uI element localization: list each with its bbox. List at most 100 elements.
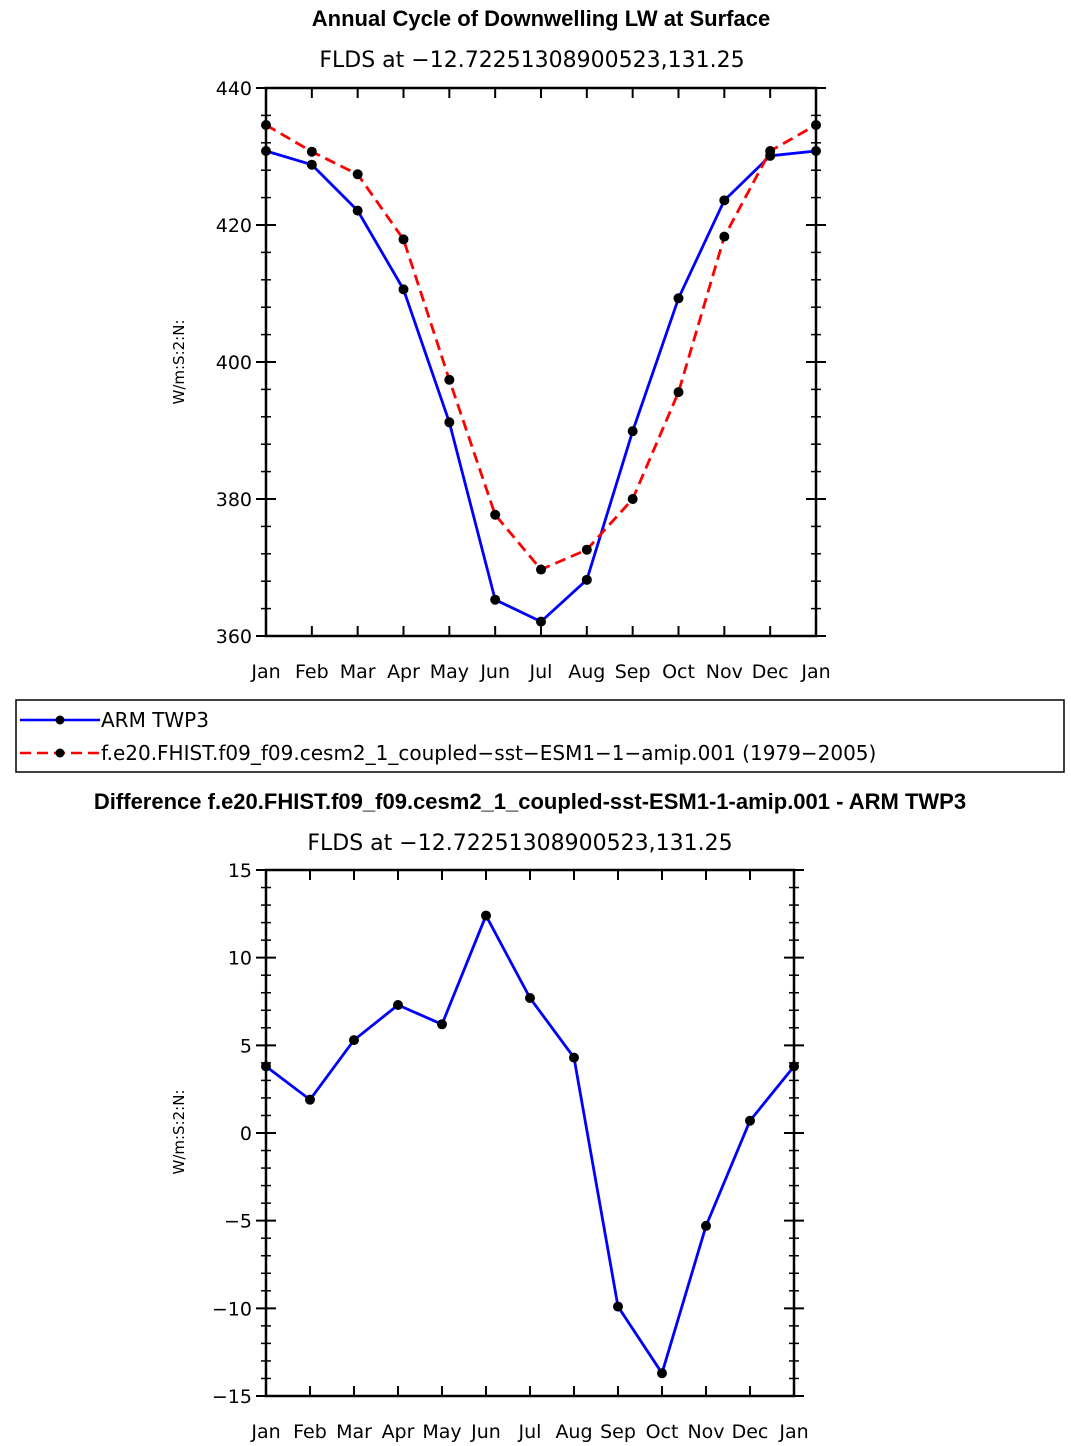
chart2-x-tick-label: Jan bbox=[778, 1421, 808, 1443]
chart2-y-tick-label: 10 bbox=[228, 948, 252, 970]
legend-marker-arm bbox=[55, 715, 65, 725]
chart1-x-tick-label: Jan bbox=[800, 661, 830, 683]
chart2-series-0-point bbox=[613, 1301, 623, 1312]
chart1-y-tick-label: 420 bbox=[216, 215, 252, 237]
chart2-x-tick-label: Aug bbox=[555, 1421, 592, 1443]
legend-label-model: f.e20.FHIST.f09_f09.cesm2_1_coupled−sst−… bbox=[101, 741, 876, 765]
chart2-series-0-point bbox=[393, 1000, 403, 1011]
chart2-x-tick-label: Jul bbox=[518, 1421, 542, 1443]
chart1-x-tick-label: Aug bbox=[568, 661, 605, 683]
chart1-series-0-point bbox=[811, 146, 821, 157]
chart1-series-0-point bbox=[581, 574, 592, 585]
legend-label-arm: ARM TWP3 bbox=[101, 708, 209, 732]
chart1-y-tick-label: 380 bbox=[216, 489, 252, 511]
chart1-x-tick-label: Sep bbox=[615, 661, 651, 683]
chart2-series-0-point bbox=[525, 992, 535, 1003]
chart2-y-tick-label: −10 bbox=[212, 1298, 252, 1320]
chart2-x-tick-label: Oct bbox=[646, 1421, 679, 1443]
chart2-y-tick-label: −15 bbox=[212, 1386, 252, 1408]
chart1-x-tick-label: May bbox=[430, 661, 469, 683]
chart1-series-0-point bbox=[306, 159, 317, 170]
chart2-ticks bbox=[256, 869, 804, 1397]
chart1-series-1-point bbox=[673, 387, 684, 398]
chart2-x-tick-label: Sep bbox=[600, 1421, 636, 1443]
chart2-series-0-point bbox=[745, 1115, 755, 1126]
chart1-y-tick-label: 360 bbox=[216, 626, 252, 648]
chart2-series-0-point bbox=[701, 1220, 711, 1231]
chart2-y-axis-label: W/m:S:2:N: bbox=[170, 1090, 188, 1175]
chart1-x-tick-label: Jun bbox=[479, 661, 510, 683]
chart2-y-tick-label: −5 bbox=[224, 1211, 252, 1233]
chart2-series-line-0 bbox=[265, 914, 796, 1375]
chart2-x-tick-label: Nov bbox=[687, 1421, 724, 1443]
chart2-series-0-point bbox=[789, 1061, 799, 1072]
chart1-x-tick-labels: Jan Feb Mar Apr May Jun Jul Aug Sep Oct Nov Dec Jan bbox=[250, 661, 830, 683]
chart1-ticks bbox=[256, 87, 826, 637]
chart2-x-tick-label: Apr bbox=[382, 1421, 415, 1443]
chart1-series-1-point bbox=[719, 231, 730, 242]
chart2-series-0-point bbox=[437, 1019, 447, 1030]
chart2-plot-frame bbox=[264, 868, 796, 1398]
chart1-series-1-point bbox=[490, 509, 501, 520]
legend-marker-model bbox=[55, 748, 65, 758]
chart1-series-1-point bbox=[536, 564, 546, 575]
chart2-series-0-point bbox=[349, 1035, 359, 1046]
chart1-subtitle: FLDS at −12.72251308900523,131.25 bbox=[319, 48, 744, 73]
chart2-title: Difference f.e20.FHIST.f09_f09.cesm2_1_c… bbox=[94, 789, 966, 814]
chart2-x-tick-label: Jun bbox=[470, 1421, 501, 1443]
legend-item-model: f.e20.FHIST.f09_f09.cesm2_1_coupled−sst−… bbox=[20, 741, 876, 765]
chart1-x-tick-label: Feb bbox=[295, 661, 329, 683]
chart1-y-tick-label: 440 bbox=[216, 78, 252, 100]
chart2-series-0-point bbox=[657, 1368, 667, 1379]
chart1-series bbox=[261, 119, 821, 627]
chart1-y-tick-labels: 360 380 400 420 440 bbox=[216, 78, 252, 648]
chart1-y-axis-label: W/m:S:2:N: bbox=[170, 320, 188, 405]
chart1-x-tick-label: Dec bbox=[752, 661, 789, 683]
chart1-series-1-point bbox=[581, 544, 592, 555]
chart2-x-tick-label: Dec bbox=[732, 1421, 769, 1443]
legend-box bbox=[15, 699, 1065, 773]
chart2-series-0-point bbox=[261, 1061, 271, 1072]
chart1-series-0-point bbox=[490, 594, 501, 605]
chart1-series-0-point bbox=[719, 195, 730, 206]
chart1-x-tick-label: Apr bbox=[387, 661, 420, 683]
chart1-x-tick-label: Jan bbox=[250, 661, 280, 683]
chart1-y-tick-label: 400 bbox=[216, 352, 252, 374]
chart1-series-0-point bbox=[261, 146, 271, 157]
chart1-series-0-point bbox=[398, 284, 409, 295]
chart2-x-tick-label: Mar bbox=[336, 1421, 372, 1443]
chart2-x-tick-label: May bbox=[422, 1421, 461, 1443]
chart2-x-tick-label: Feb bbox=[293, 1421, 327, 1443]
chart2-y-tick-label: 5 bbox=[240, 1035, 252, 1057]
chart1-series-0-point bbox=[627, 426, 638, 437]
chart1-series-1-point bbox=[306, 146, 317, 157]
chart2-y-tick-labels: −15 −10 −5 0 5 10 15 bbox=[212, 860, 252, 1408]
chart1-x-tick-label: Oct bbox=[662, 661, 695, 683]
chart1-series-0-point bbox=[536, 616, 546, 627]
chart2-series-0-point bbox=[305, 1094, 315, 1105]
chart1-series-1-point bbox=[352, 169, 363, 180]
chart1-series-1-point bbox=[811, 119, 821, 130]
chart2-x-tick-labels: Jan Feb Mar Apr May Jun Jul Aug Sep Oct Nov Dec Jan bbox=[250, 1421, 808, 1443]
chart1-series-1-point bbox=[765, 146, 776, 157]
chart1-x-tick-label: Nov bbox=[706, 661, 743, 683]
chart1-series-0-point bbox=[352, 205, 363, 216]
legend-item-arm: ARM TWP3 bbox=[20, 708, 209, 732]
chart1-series-1-point bbox=[444, 374, 455, 385]
chart-difference: Difference f.e20.FHIST.f09_f09.cesm2_1_c… bbox=[94, 789, 966, 1443]
chart2-series bbox=[261, 910, 799, 1379]
chart1-series-0-point bbox=[673, 293, 684, 304]
chart2-y-tick-label: 0 bbox=[240, 1123, 252, 1145]
chart1-x-tick-label: Jul bbox=[529, 661, 553, 683]
chart2-x-tick-label: Jan bbox=[250, 1421, 280, 1443]
chart1-series-0-point bbox=[444, 417, 455, 428]
chart1-series-1-point bbox=[261, 119, 271, 130]
chart2-subtitle: FLDS at −12.72251308900523,131.25 bbox=[307, 831, 732, 856]
chart1-series-1-point bbox=[627, 494, 638, 504]
chart1-x-tick-label: Mar bbox=[340, 661, 376, 683]
chart2-series-0-point bbox=[481, 910, 491, 921]
chart2-y-tick-label: 15 bbox=[228, 860, 252, 882]
legend: ARM TWP3 f.e20.FHIST.f09_f09.cesm2_1_cou… bbox=[15, 699, 1065, 773]
chart-annual-cycle: Annual Cycle of Downwelling LW at Surfac… bbox=[170, 6, 831, 683]
